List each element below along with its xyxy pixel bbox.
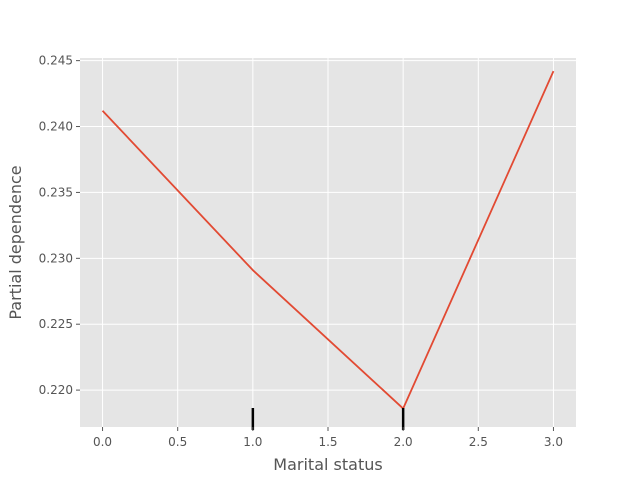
x-tick-label: 2.0 [394,435,413,449]
x-tick-label: 0.5 [168,435,187,449]
series-line [101,70,555,410]
y-tick-label: 0.245 [39,54,73,68]
y-axis-label: Partial dependence [6,165,25,319]
y-tick-label: 0.240 [39,120,73,134]
x-axis-label: Marital status [273,455,382,474]
y-tick-label: 0.225 [39,317,73,331]
y-tick-label: 0.235 [39,185,73,199]
x-tick-label: 2.5 [469,435,488,449]
x-tick-label: 0.0 [93,435,112,449]
x-tick-label: 3.0 [544,435,563,449]
y-tick-label: 0.230 [39,251,73,265]
y-tick-label: 0.220 [39,383,73,397]
x-tick-label: 1.5 [318,435,337,449]
x-tick-label: 1.0 [243,435,262,449]
